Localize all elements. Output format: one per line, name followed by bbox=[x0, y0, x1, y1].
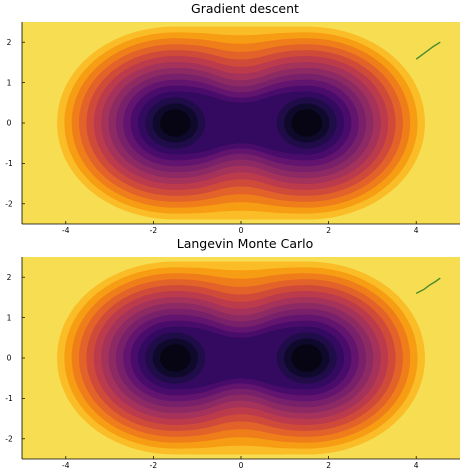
y-tick-label: -2 bbox=[5, 435, 13, 444]
y-tick-label: 2 bbox=[7, 38, 12, 47]
x-tick-label: 0 bbox=[239, 226, 244, 235]
y-tick-label: -1 bbox=[5, 159, 13, 168]
contour-field bbox=[22, 257, 460, 459]
contour-band bbox=[145, 332, 337, 384]
x-tick-label: -4 bbox=[62, 461, 70, 470]
y-tick-label: -2 bbox=[5, 200, 13, 209]
trajectory-line bbox=[415, 277, 441, 294]
contour-band bbox=[159, 109, 323, 137]
x-tick-label: -4 bbox=[62, 226, 70, 235]
y-tick-label: 0 bbox=[7, 119, 12, 128]
y-tick-label: -1 bbox=[5, 394, 13, 403]
contour-field bbox=[22, 22, 460, 224]
contour-band bbox=[159, 344, 323, 372]
x-tick-label: -2 bbox=[150, 461, 158, 470]
y-tick-label: 0 bbox=[7, 354, 12, 363]
chart-title: Gradient descent bbox=[191, 1, 299, 16]
x-tick-label: 2 bbox=[326, 461, 331, 470]
y-tick-label: 1 bbox=[7, 78, 12, 87]
x-tick-label: -2 bbox=[150, 226, 158, 235]
contour-band bbox=[145, 97, 337, 149]
chart-title: Langevin Monte Carlo bbox=[177, 236, 314, 251]
y-tick-label: 1 bbox=[7, 313, 12, 322]
x-tick-label: 4 bbox=[414, 461, 419, 470]
panel-langevin-monte-carlo: Langevin Monte Carlo -4 -2 0 2 4 -2 -1 0 1 2 bbox=[5, 236, 460, 470]
x-tick-label: 0 bbox=[239, 461, 244, 470]
x-tick-label: 2 bbox=[326, 226, 331, 235]
trajectory-line bbox=[415, 41, 441, 60]
panel-gradient-descent: Gradient descent -4 -2 0 2 4 -2 -1 0 1 2 bbox=[5, 1, 460, 235]
x-tick-label: 4 bbox=[414, 226, 419, 235]
y-tick-label: 2 bbox=[7, 273, 12, 282]
